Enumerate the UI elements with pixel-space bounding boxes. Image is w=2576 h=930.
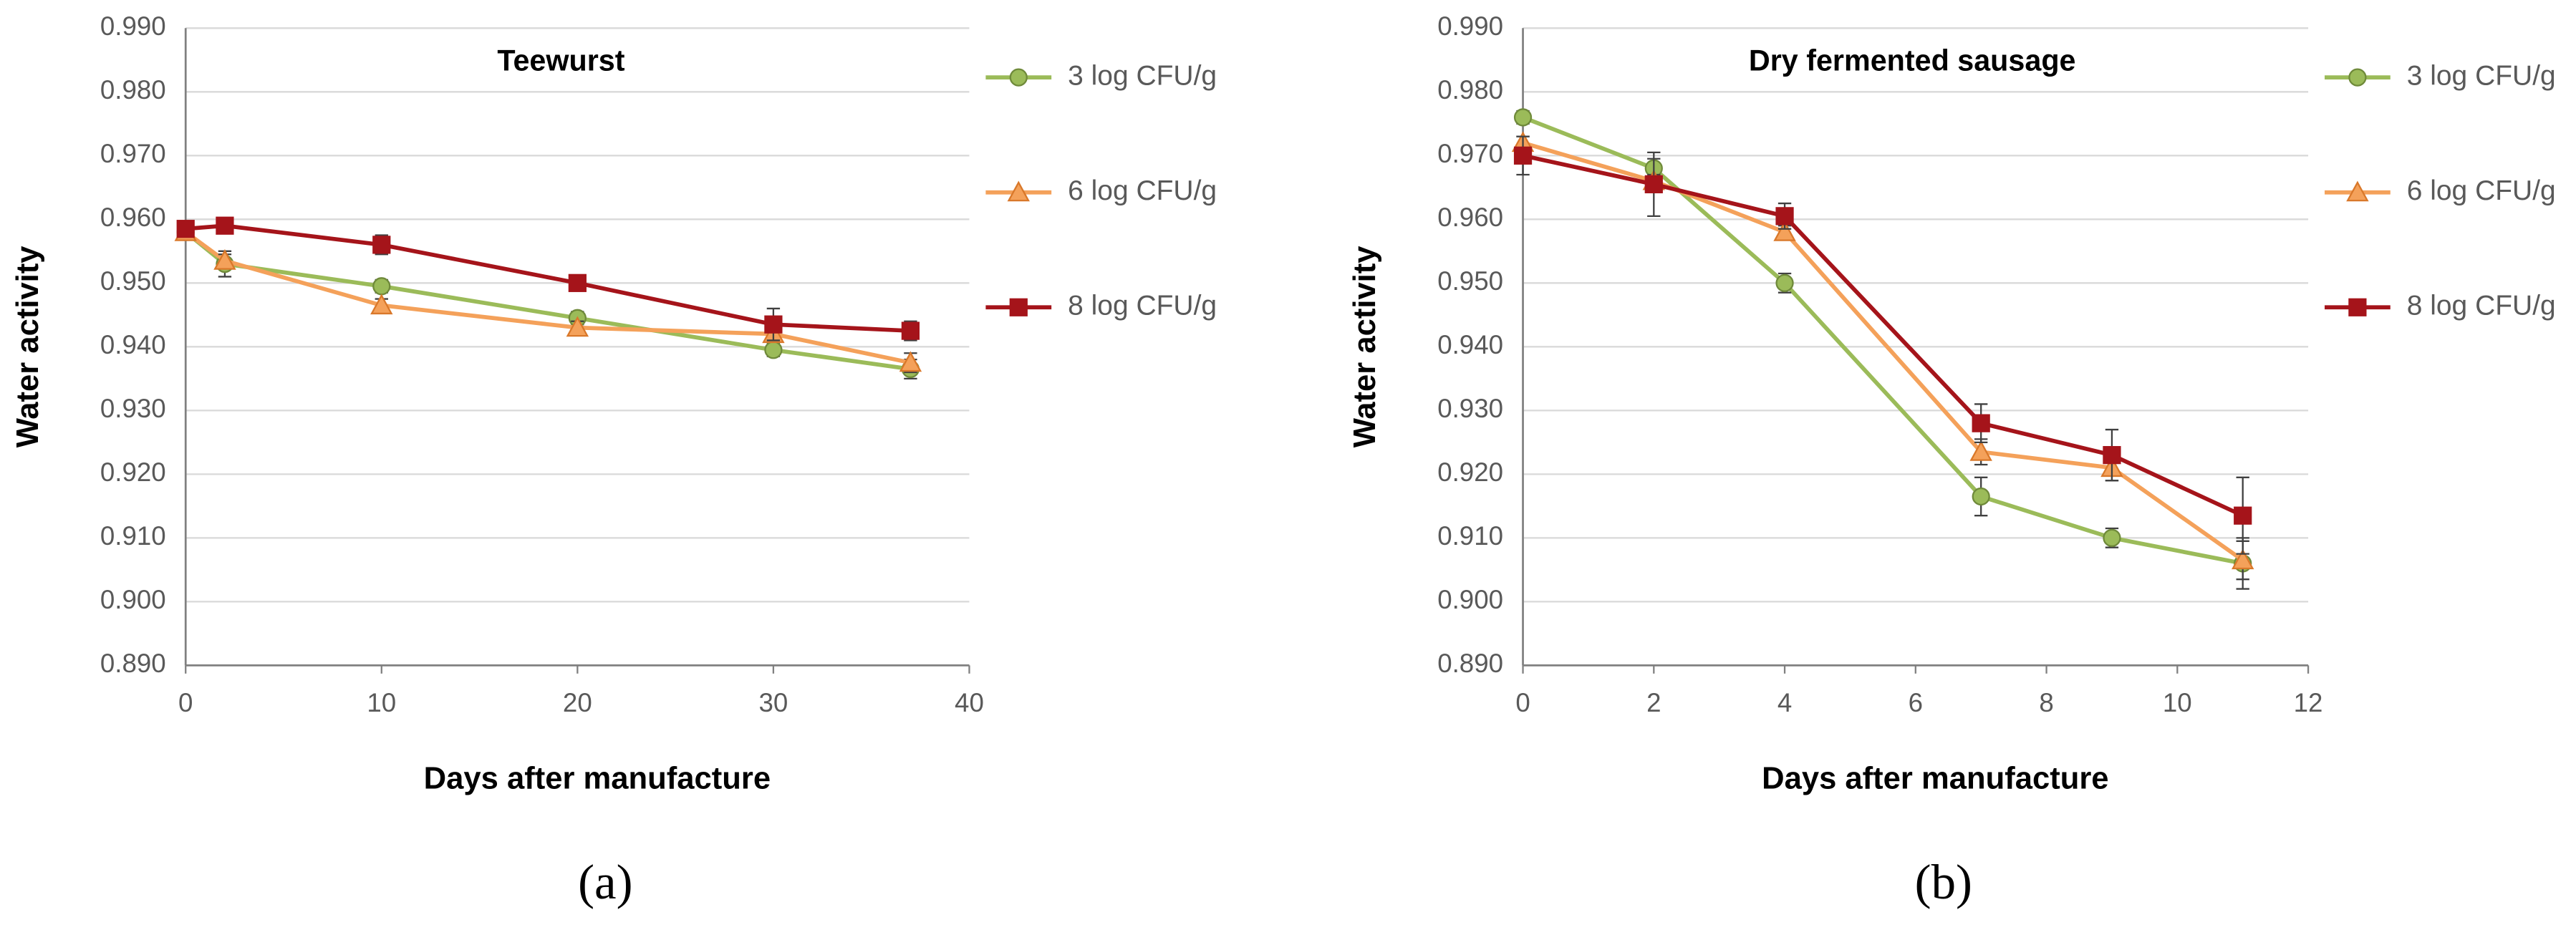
marker: [1775, 207, 1794, 226]
marker: [1775, 273, 1794, 292]
x-tick-label: 12: [2294, 688, 2323, 717]
marker: [901, 321, 920, 340]
legend-marker: [2348, 298, 2367, 316]
chart-title: Teewurst: [497, 44, 624, 77]
legend-label: 3 log CFU/g: [1068, 60, 1217, 91]
legend-marker: [2348, 68, 2367, 87]
series-line: [184, 230, 911, 372]
y-tick-label: 0.970: [100, 139, 166, 168]
y-axis-label: Water activity: [1348, 246, 1382, 447]
y-tick-label: 0.920: [1437, 457, 1503, 487]
marker: [1513, 108, 1533, 127]
legend-label: 8 log CFU/g: [1068, 291, 1217, 321]
x-tick-label: 6: [1909, 688, 1923, 717]
x-tick-label: 10: [2163, 688, 2192, 717]
y-tick-label: 0.940: [1437, 330, 1503, 359]
y-tick-label: 0.910: [1437, 521, 1503, 551]
y-tick-label: 0.990: [1437, 11, 1503, 41]
marker: [372, 236, 391, 254]
marker: [370, 294, 393, 315]
legend-marker: [1009, 68, 1028, 87]
x-tick-label: 10: [367, 688, 396, 717]
legend-marker: [1009, 298, 1028, 316]
marker: [213, 249, 236, 270]
x-tick-label: 40: [955, 688, 984, 717]
legend-label: 3 log CFU/g: [2407, 60, 2556, 91]
y-tick-label: 0.900: [100, 585, 166, 614]
legend-label: 6 log CFU/g: [2407, 175, 2556, 206]
y-tick-label: 0.930: [100, 394, 166, 423]
panel-label: (b): [1915, 855, 1972, 909]
legend-marker: [1007, 180, 1030, 202]
y-tick-label: 0.900: [1437, 585, 1503, 614]
marker: [1513, 146, 1533, 165]
y-tick-label: 0.980: [1437, 75, 1503, 105]
panel-label: (a): [578, 855, 632, 909]
marker: [899, 351, 922, 372]
y-tick-label: 0.950: [100, 266, 166, 296]
y-tick-label: 0.930: [1437, 394, 1503, 423]
x-axis-label: Days after manufacture: [424, 761, 771, 795]
marker: [566, 316, 589, 337]
chart-title: Dry fermented sausage: [1749, 44, 2076, 77]
series-line: [1522, 140, 2244, 562]
x-tick-label: 2: [1646, 688, 1661, 717]
y-axis-label: Water activity: [11, 246, 45, 447]
y-tick-label: 0.950: [1437, 266, 1503, 296]
legend-label: 8 log CFU/g: [2407, 291, 2556, 321]
marker: [372, 277, 391, 296]
marker: [2232, 548, 2254, 570]
series-line: [184, 230, 911, 365]
y-tick-label: 0.940: [100, 330, 166, 359]
marker: [216, 216, 234, 235]
y-tick-label: 0.890: [100, 649, 166, 678]
marker: [2103, 446, 2121, 465]
y-tick-label: 0.960: [100, 203, 166, 232]
x-tick-label: 20: [563, 688, 592, 717]
marker: [1972, 487, 1990, 506]
y-tick-label: 0.910: [100, 521, 166, 551]
x-tick-label: 8: [2039, 688, 2053, 717]
marker: [176, 220, 195, 238]
y-tick-label: 0.970: [1437, 139, 1503, 168]
marker: [764, 315, 783, 334]
marker: [1644, 175, 1663, 193]
marker: [568, 273, 587, 292]
y-tick-label: 0.920: [100, 457, 166, 487]
legend-marker: [2346, 180, 2369, 202]
series-line: [1522, 115, 2244, 566]
x-tick-label: 0: [1515, 688, 1530, 717]
x-tick-label: 4: [1777, 688, 1792, 717]
x-axis-label: Days after manufacture: [1762, 761, 2108, 795]
y-tick-label: 0.960: [1437, 203, 1503, 232]
marker: [764, 341, 783, 359]
y-tick-label: 0.890: [1437, 649, 1503, 678]
marker: [1972, 414, 1990, 432]
marker: [2103, 528, 2121, 547]
marker: [1969, 440, 1992, 461]
y-tick-label: 0.980: [100, 75, 166, 105]
marker: [1773, 220, 1796, 241]
series-line: [1522, 153, 2244, 518]
y-tick-label: 0.990: [100, 11, 166, 41]
x-tick-label: 30: [758, 688, 788, 717]
x-tick-label: 0: [178, 688, 193, 717]
marker: [2234, 506, 2252, 525]
legend-label: 6 log CFU/g: [1068, 175, 1217, 206]
